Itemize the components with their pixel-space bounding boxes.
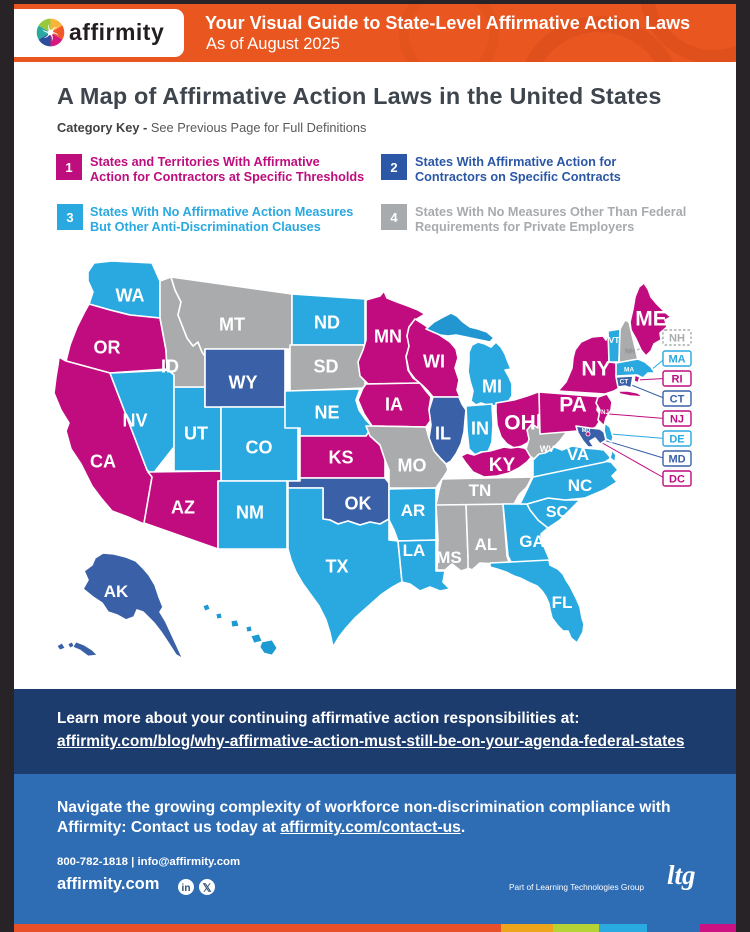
svg-text:MD: MD — [582, 428, 591, 434]
svg-text:NV: NV — [122, 410, 147, 430]
svg-text:VT: VT — [609, 335, 621, 345]
svg-text:𝕏: 𝕏 — [203, 883, 212, 895]
svg-text:KY: KY — [489, 455, 516, 476]
svg-text:ME: ME — [635, 308, 667, 331]
svg-text:WY: WY — [229, 372, 258, 392]
svg-text:TN: TN — [469, 481, 492, 500]
svg-text:in: in — [182, 883, 191, 894]
svg-text:TX: TX — [325, 556, 348, 576]
svg-text:AZ: AZ — [171, 497, 195, 517]
svg-text:MT: MT — [219, 314, 245, 334]
svg-text:KS: KS — [328, 447, 353, 467]
svg-text:NH: NH — [625, 349, 635, 356]
svg-text:MI: MI — [482, 376, 502, 396]
svg-text:VA: VA — [567, 445, 589, 464]
svg-text:LA: LA — [403, 541, 426, 560]
svg-text:ND: ND — [314, 312, 340, 332]
svg-text:OK: OK — [345, 493, 372, 513]
svg-text:NJ: NJ — [601, 410, 609, 416]
svg-text:MO: MO — [398, 455, 427, 475]
svg-text:SC: SC — [546, 504, 569, 521]
svg-text:NC: NC — [568, 476, 593, 495]
svg-text:ID: ID — [161, 356, 179, 376]
svg-text:AR: AR — [401, 501, 426, 520]
svg-text:MA: MA — [624, 366, 634, 373]
svg-text:WV: WV — [540, 444, 555, 454]
svg-text:CO: CO — [246, 437, 273, 457]
svg-text:WA: WA — [116, 285, 145, 305]
svg-text:NE: NE — [314, 402, 339, 422]
svg-text:OR: OR — [94, 337, 121, 357]
svg-text:UT: UT — [184, 423, 208, 443]
svg-text:RI: RI — [672, 374, 683, 386]
svg-text:DC: DC — [669, 474, 685, 486]
svg-text:AL: AL — [475, 535, 498, 554]
svg-text:CT: CT — [620, 378, 629, 385]
svg-text:IA: IA — [385, 394, 403, 414]
svg-text:NJ: NJ — [670, 414, 684, 426]
svg-text:MS: MS — [436, 548, 462, 567]
svg-text:DE: DE — [669, 434, 684, 446]
svg-text:OH: OH — [504, 412, 536, 435]
svg-text:CT: CT — [670, 394, 685, 406]
svg-text:MD: MD — [668, 454, 685, 466]
svg-text:GA: GA — [519, 532, 545, 551]
svg-text:IN: IN — [471, 418, 489, 438]
svg-text:MA: MA — [668, 354, 685, 366]
svg-text:MN: MN — [374, 326, 402, 346]
svg-text:NM: NM — [236, 502, 264, 522]
svg-text:SD: SD — [313, 356, 338, 376]
svg-text:CA: CA — [90, 451, 116, 471]
svg-text:AK: AK — [104, 582, 129, 601]
svg-text:NH: NH — [669, 333, 685, 345]
svg-text:IL: IL — [435, 423, 451, 443]
svg-text:NY: NY — [581, 358, 610, 381]
svg-text:WI: WI — [423, 351, 445, 371]
svg-text:PA: PA — [559, 394, 587, 417]
svg-text:FL: FL — [552, 593, 573, 612]
